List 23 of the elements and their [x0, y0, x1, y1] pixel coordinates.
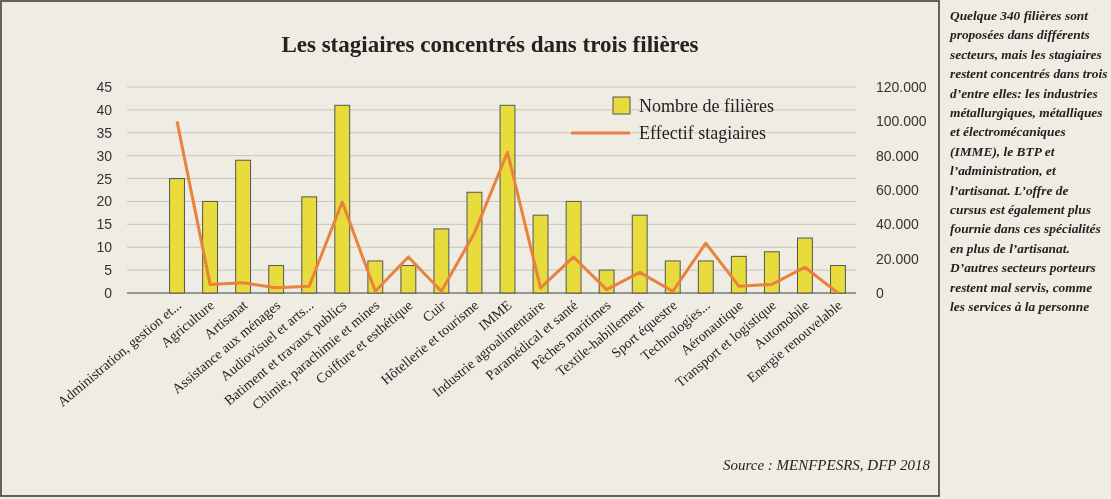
y2-tick-label: 80.000	[876, 147, 920, 164]
y-tick-label: 15	[96, 216, 113, 233]
y-tick-label: 0	[104, 284, 113, 301]
y-tick-label: 10	[96, 239, 113, 256]
y2-tick-label: 20.000	[876, 250, 920, 267]
chart-title: Les stagiaires concentrés dans trois filières	[281, 32, 699, 57]
y2-tick-label: 40.000	[876, 216, 920, 233]
y-tick-label: 20	[96, 193, 113, 210]
y-tick-label: 30	[96, 147, 113, 164]
text: Quelque 340 filières sont proposées dans différents secteurs, mais les stagiaires restent concentrés dans trois d’entre elles: les industries métallurgiques, métalliques et électromécaniques (IMME), le BTP et l’administration, et l’artisanat. L’offre de cursus est également plus fournie dans ces spécialités en plus de l’artisanat. D’autres secteurs porteurs restent mal servis, comme les services à la personne	[950, 8, 1108, 315]
line-series	[175, 119, 840, 295]
y-tick-label: 45	[96, 78, 113, 95]
y2-tick-label: 100.000	[876, 113, 927, 130]
y2-tick-label: 120.000	[876, 78, 927, 95]
source-note: Source : MENFPESRS, DFP 2018	[722, 457, 931, 473]
legend-label: Effectif stagiaires	[639, 123, 767, 143]
y2-tick-label: 0	[876, 284, 884, 301]
y-tick-label: 5	[104, 262, 113, 279]
y-tick-label: 25	[96, 170, 113, 187]
y-tick-label: 35	[96, 124, 113, 141]
y-tick-label: 40	[96, 101, 113, 118]
legend-label: Nombre de filières	[639, 96, 774, 116]
y2-tick-label: 60.000	[876, 181, 920, 198]
